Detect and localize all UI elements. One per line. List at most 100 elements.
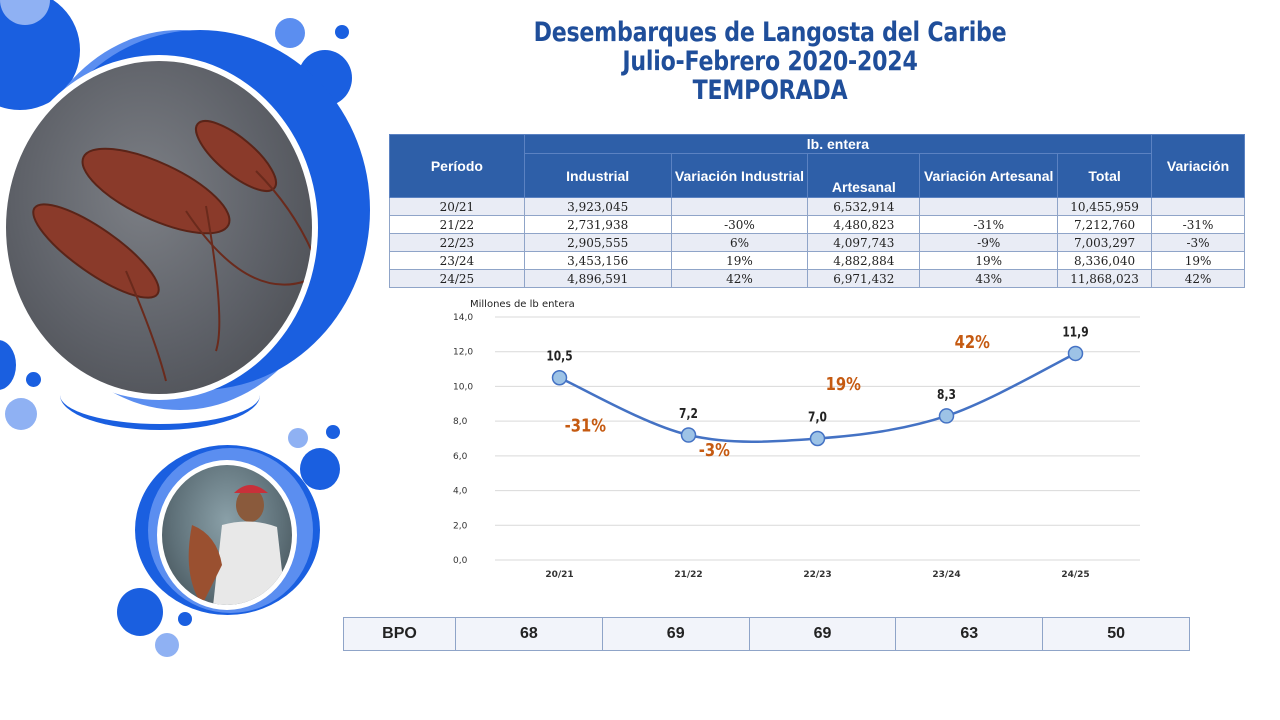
cell-var-artesanal: -31%	[919, 215, 1059, 234]
header-var-artesanal: Variación Artesanal	[919, 153, 1059, 198]
data-point	[680, 427, 697, 443]
cell-industrial: 3,923,045	[523, 197, 672, 216]
bpo-value: 50	[1042, 617, 1190, 651]
decor-circle	[117, 588, 163, 636]
cell-artesanal: 4,480,823	[807, 215, 921, 234]
decor-circle	[288, 428, 308, 448]
data-label: 8,3	[937, 387, 956, 402]
cell-variation: 42%	[1151, 269, 1245, 288]
title-line-2: Julio-Febrero 2020-2024	[622, 46, 918, 77]
cell-artesanal: 6,971,432	[807, 269, 921, 288]
bpo-label: BPO	[343, 617, 456, 651]
variation-label: -3%	[699, 439, 730, 460]
variation-labels: -31% -3% 19% 42%	[565, 332, 990, 460]
data-point	[809, 430, 826, 447]
cell-industrial: 2,731,938	[523, 215, 672, 234]
cell-industrial: 4,896,591	[523, 269, 672, 288]
y-tick-label: 10,0	[453, 382, 473, 392]
page-title: Desembarques de Langosta del Caribe Juli…	[524, 18, 1016, 105]
data-point	[1067, 345, 1084, 362]
cell-variation: 19%	[1151, 251, 1245, 270]
table-row: 22/23 2,905,555 6% 4,097,743 -9% 7,003,2…	[389, 233, 1245, 252]
lobster-photo	[0, 55, 318, 400]
table-row: 23/24 3,453,156 19% 4,882,884 19% 8,336,…	[389, 251, 1245, 270]
cell-var-industrial	[670, 197, 809, 216]
x-tick-label: 21/22	[674, 570, 702, 580]
bpo-value: 63	[895, 617, 1044, 651]
variation-label: 42%	[955, 332, 990, 353]
cell-variation: -3%	[1151, 233, 1245, 252]
y-tick-label: 4,0	[453, 487, 468, 497]
decor-circle	[178, 612, 192, 626]
decor-circle	[326, 425, 340, 439]
variation-label: 19%	[826, 373, 861, 394]
title-line-3: TEMPORADA	[692, 75, 848, 106]
cell-period: 20/21	[389, 197, 525, 216]
cell-var-artesanal: 19%	[919, 251, 1059, 270]
cell-variation: -31%	[1151, 215, 1245, 234]
y-tick-label: 8,0	[453, 417, 468, 427]
data-label: 7,2	[679, 406, 698, 421]
fisherman-photo	[157, 460, 297, 610]
x-axis-ticks: 20/21 21/22 22/23 23/24 24/25	[545, 570, 1089, 580]
table-row: 21/22 2,731,938 -30% 4,480,823 -31% 7,21…	[389, 215, 1245, 234]
data-point	[551, 370, 568, 386]
cell-artesanal: 4,882,884	[807, 251, 921, 270]
data-label: 11,9	[1062, 324, 1088, 339]
data-labels: 10,5 7,2 7,0 8,3 11,9	[546, 324, 1088, 424]
bpo-value: 69	[748, 617, 897, 651]
cell-var-industrial: 42%	[670, 269, 809, 288]
cell-total: 7,212,760	[1057, 215, 1153, 234]
cell-period: 21/22	[389, 215, 525, 234]
cell-total: 11,868,023	[1057, 269, 1153, 288]
chart-grid	[495, 316, 1140, 561]
header-artesanal: Artesanal	[807, 153, 921, 198]
decor-circle	[275, 18, 305, 48]
cell-total: 10,455,959	[1057, 197, 1153, 216]
header-var-industrial: Variación Industrial	[670, 153, 809, 198]
cell-var-artesanal	[919, 197, 1059, 216]
table-row: 24/25 4,896,591 42% 6,971,432 43% 11,868…	[389, 269, 1245, 288]
cell-var-industrial: -30%	[670, 215, 809, 234]
cell-industrial: 3,453,156	[523, 251, 672, 270]
y-tick-label: 2,0	[453, 521, 468, 531]
fisherman-illustration	[188, 485, 286, 605]
cell-period: 23/24	[389, 251, 525, 270]
decor-circle	[335, 25, 349, 39]
y-tick-label: 0,0	[453, 556, 468, 566]
cell-var-industrial: 19%	[670, 251, 809, 270]
cell-artesanal: 4,097,743	[807, 233, 921, 252]
bpo-table: BPO 68 69 69 63 50	[343, 617, 1190, 651]
decor-circle	[26, 372, 41, 387]
cell-period: 24/25	[389, 269, 525, 288]
y-tick-label: 6,0	[453, 452, 468, 462]
decor-circle	[60, 360, 260, 430]
series-points	[551, 345, 1084, 447]
decor-circle	[300, 448, 340, 490]
cell-variation	[1151, 197, 1245, 216]
cell-artesanal: 6,532,914	[807, 197, 921, 216]
header-period: Período	[389, 134, 525, 198]
table-row: 20/21 3,923,045 6,532,914 10,455,959	[389, 197, 1245, 216]
cell-var-industrial: 6%	[670, 233, 809, 252]
data-label: 7,0	[808, 409, 827, 424]
cell-var-artesanal: -9%	[919, 233, 1059, 252]
cell-total: 8,336,040	[1057, 251, 1153, 270]
y-tick-label: 12,0	[453, 348, 473, 358]
data-point	[938, 408, 955, 424]
x-tick-label: 23/24	[932, 570, 960, 580]
header-industrial: Industrial	[523, 153, 672, 198]
decor-circle	[5, 398, 37, 430]
x-tick-label: 20/21	[545, 570, 573, 580]
data-label: 10,5	[546, 349, 572, 364]
landings-line-chart: Millones de lb entera 0,0 2,0 4,0 6,0 8,0 10,…	[453, 299, 1140, 580]
cell-industrial: 2,905,555	[523, 233, 672, 252]
header-variation: Variación	[1151, 134, 1245, 198]
series-line	[558, 352, 1077, 444]
y-axis-label: Millones de lb entera	[470, 299, 575, 310]
lobster-illustration	[32, 120, 312, 382]
landings-table: Período lb. entera Variación Industrial …	[389, 134, 1245, 288]
cell-total: 7,003,297	[1057, 233, 1153, 252]
cell-var-artesanal: 43%	[919, 269, 1059, 288]
variation-label: -31%	[565, 415, 606, 436]
